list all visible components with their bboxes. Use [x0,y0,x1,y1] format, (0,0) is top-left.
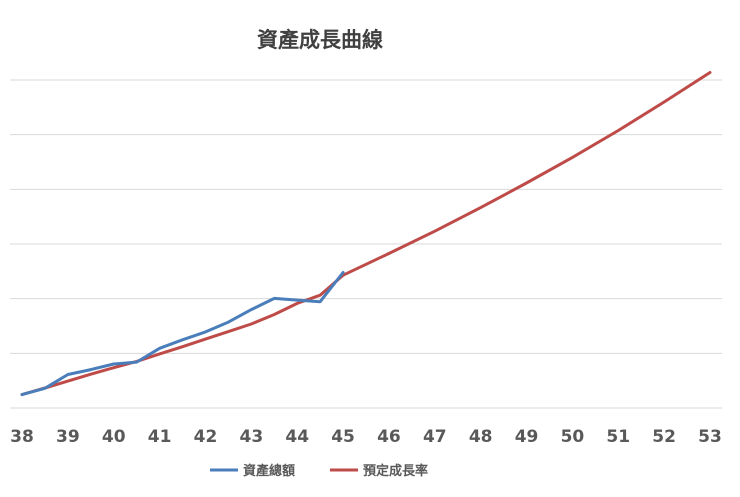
x-axis-ticks: 38 39 40 41 42 43 44 45 46 47 48 49 50 51 52 53 [10,427,722,447]
x-tick-label: 49 [515,427,539,447]
chart-title: 資產成長曲線 [257,28,383,52]
legend-label-series-1: 資產總額 [243,463,295,479]
x-tick-label: 51 [606,427,630,447]
x-tick-label: 46 [377,427,401,447]
x-tick-label: 38 [10,427,34,447]
series-lines [20,71,712,397]
x-tick-label: 42 [194,427,218,447]
x-tick-label: 40 [102,427,126,447]
legend: 資產總額 預定成長率 [210,463,428,479]
x-tick-label: 47 [423,427,447,447]
x-tick-label: 41 [148,427,172,447]
x-tick-label: 39 [56,427,80,447]
series-line-2 [20,71,712,397]
x-tick-label: 50 [561,427,585,447]
x-tick-label: 44 [285,427,309,447]
series-line-1 [20,271,345,397]
x-tick-label: 43 [239,427,263,447]
x-tick-label: 52 [652,427,676,447]
x-tick-label: 53 [698,427,722,447]
x-tick-label: 45 [331,427,355,447]
x-tick-label: 48 [469,427,493,447]
gridlines [10,79,722,409]
legend-label-series-2: 預定成長率 [363,463,428,479]
